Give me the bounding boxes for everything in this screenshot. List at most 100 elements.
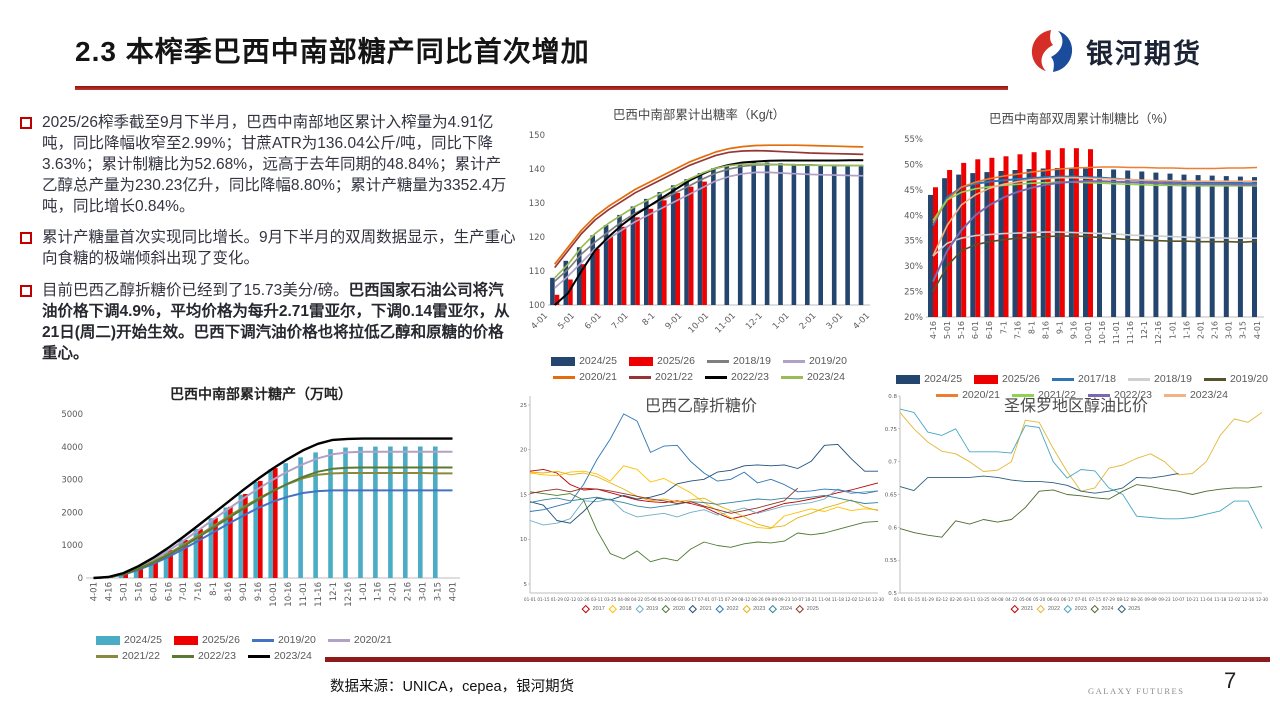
svg-text:5-16: 5-16 — [957, 321, 966, 339]
svg-text:11-18: 11-18 — [1214, 597, 1227, 602]
svg-text:10-07: 10-07 — [792, 597, 805, 602]
svg-text:5-01: 5-01 — [943, 321, 952, 339]
svg-text:12-30: 12-30 — [872, 597, 885, 602]
svg-text:45%: 45% — [904, 186, 923, 196]
legend-item: 2021 — [1010, 605, 1033, 613]
svg-text:4-01: 4-01 — [448, 582, 458, 601]
chart-title: 巴西乙醇折糖价 — [644, 398, 757, 415]
legend-item: 2025 — [1117, 605, 1141, 613]
legend-swatch-icon — [1012, 393, 1035, 397]
legend-swatch-icon — [629, 375, 652, 379]
svg-text:07-15: 07-15 — [1089, 597, 1102, 602]
svg-text:07-29: 07-29 — [725, 597, 738, 602]
legend-label: 2018/19 — [1153, 373, 1192, 385]
svg-text:15: 15 — [520, 492, 527, 498]
bullet-square-icon — [20, 117, 32, 129]
legend-label: 2025 — [1128, 606, 1141, 612]
legend-label: 2025/26 — [201, 634, 240, 646]
page-title: 2.3 本榨季巴西中南部糖产同比首次增加 — [75, 36, 590, 67]
legend-item: 2020/21 — [327, 634, 392, 646]
bullet-item: 2025/26榨季截至9月下半月，巴西中南部地区累计入榨量为4.91亿吨，同比降… — [20, 112, 516, 217]
legend-label: 2024 — [1101, 606, 1114, 612]
svg-text:10-21: 10-21 — [1186, 597, 1199, 602]
legend-swatch-icon — [742, 605, 751, 613]
legend-item: 2020/21 — [936, 389, 1000, 401]
brand-name: 银河期货 — [1086, 38, 1202, 69]
svg-text:08-26: 08-26 — [1131, 597, 1144, 602]
svg-text:7-01: 7-01 — [610, 311, 631, 332]
legend-label: 2025/26 — [657, 355, 695, 367]
legend-item: 2021/22 — [96, 650, 160, 662]
summary-bullets: 2025/26榨季截至9月下半月，巴西中南部地区累计入榨量为4.91亿吨，同比降… — [20, 112, 516, 374]
legend-item: 2022/23 — [1088, 389, 1152, 401]
svg-text:6-16: 6-16 — [164, 582, 174, 601]
legend-item: 2022 — [715, 605, 739, 613]
legend-label: 2022/23 — [1114, 389, 1152, 401]
chart-legend: 2024/25 2025/26 2017/18 2018/19 2019/20 2020/… — [896, 373, 1268, 401]
legend-label: 2023/24 — [273, 650, 312, 662]
svg-text:2-01: 2-01 — [1196, 321, 1205, 339]
svg-text:25%: 25% — [904, 288, 923, 298]
svg-text:10-07: 10-07 — [1172, 597, 1185, 602]
svg-text:04-08: 04-08 — [991, 597, 1004, 602]
legend-swatch-icon — [581, 605, 590, 613]
legend-label: 2021 — [699, 606, 712, 612]
chart-canvas: 0.50.550.60.650.70.750.801-01 01-15 01-29 0… — [885, 394, 1269, 602]
svg-text:40%: 40% — [904, 211, 923, 221]
svg-text:05-20: 05-20 — [1033, 597, 1046, 602]
legend-label: 2024/25 — [579, 355, 618, 367]
svg-text:12-16: 12-16 — [344, 582, 354, 607]
svg-text:7-16: 7-16 — [194, 582, 204, 601]
svg-text:0: 0 — [78, 574, 83, 584]
svg-text:0.75: 0.75 — [885, 427, 898, 433]
legend-item: 2022/23 — [705, 371, 769, 383]
legend-label: 2022 — [1047, 606, 1061, 612]
svg-text:100: 100 — [529, 301, 545, 311]
svg-text:10-01: 10-01 — [269, 582, 279, 607]
svg-text:4-16: 4-16 — [104, 582, 114, 601]
svg-text:12-1: 12-1 — [329, 582, 339, 601]
legend-item: 2019/20 — [782, 355, 847, 367]
legend-swatch-icon — [782, 359, 805, 363]
bullet-item: 目前巴西乙醇折糖价已经到了15.73美分/磅。巴西国家石油公司将汽油价格下调4.… — [20, 280, 516, 364]
chart-canvas: 0 1000 2000 3000 4000 5000 4-01 4-16 5-01 5-16 6-0… — [61, 410, 460, 607]
svg-text:12-16: 12-16 — [1154, 321, 1163, 344]
legend-swatch-icon — [705, 375, 727, 379]
svg-text:8-1: 8-1 — [1027, 321, 1036, 334]
legend-swatch-icon — [629, 356, 654, 366]
svg-text:9-01: 9-01 — [239, 582, 249, 601]
svg-text:08-12: 08-12 — [738, 597, 751, 602]
legend-label: 2020/21 — [579, 371, 618, 383]
svg-text:01-01: 01-01 — [894, 597, 907, 602]
svg-text:2-16: 2-16 — [1211, 321, 1220, 339]
svg-text:01-29: 01-29 — [551, 597, 564, 602]
svg-text:140: 140 — [529, 165, 545, 175]
legend-item: 2021/22 — [1012, 389, 1076, 401]
svg-text:3-15: 3-15 — [434, 582, 444, 601]
chart-cumulative-production: 巴西中南部累计糖产（万吨） 0 1000 2000 3000 4000 5000 4-01 4… — [50, 384, 472, 662]
legend-swatch-icon — [553, 375, 576, 379]
chart-title: 圣保罗地区醇油比价 — [1003, 398, 1148, 415]
svg-text:150: 150 — [529, 131, 545, 141]
svg-text:12-30: 12-30 — [1256, 597, 1269, 602]
svg-text:5-01: 5-01 — [119, 582, 129, 601]
svg-text:10-16: 10-16 — [284, 582, 294, 607]
svg-text:4-01: 4-01 — [1253, 321, 1262, 339]
svg-text:03-25: 03-25 — [604, 597, 617, 602]
bullet-text: 目前巴西乙醇折糖价已经到了15.73美分/磅。巴西国家石油公司将汽油价格下调4.… — [42, 280, 516, 364]
svg-text:07-01: 07-01 — [698, 597, 711, 602]
svg-text:4-16: 4-16 — [929, 321, 938, 339]
svg-text:4-01: 4-01 — [851, 311, 872, 332]
svg-text:11-16: 11-16 — [1126, 321, 1135, 344]
legend-swatch-icon — [173, 635, 198, 645]
legend-swatch-icon — [662, 605, 671, 613]
legend-label: 2022/23 — [731, 371, 769, 383]
svg-text:50%: 50% — [904, 160, 923, 170]
svg-text:1-16: 1-16 — [374, 582, 384, 601]
svg-text:8-16: 8-16 — [224, 582, 234, 601]
svg-text:12-02: 12-02 — [1228, 597, 1241, 602]
legend-swatch-icon — [96, 654, 118, 658]
svg-text:7-16: 7-16 — [1013, 321, 1022, 339]
legend-swatch-icon — [1010, 605, 1019, 613]
bullet-square-icon — [20, 232, 32, 245]
